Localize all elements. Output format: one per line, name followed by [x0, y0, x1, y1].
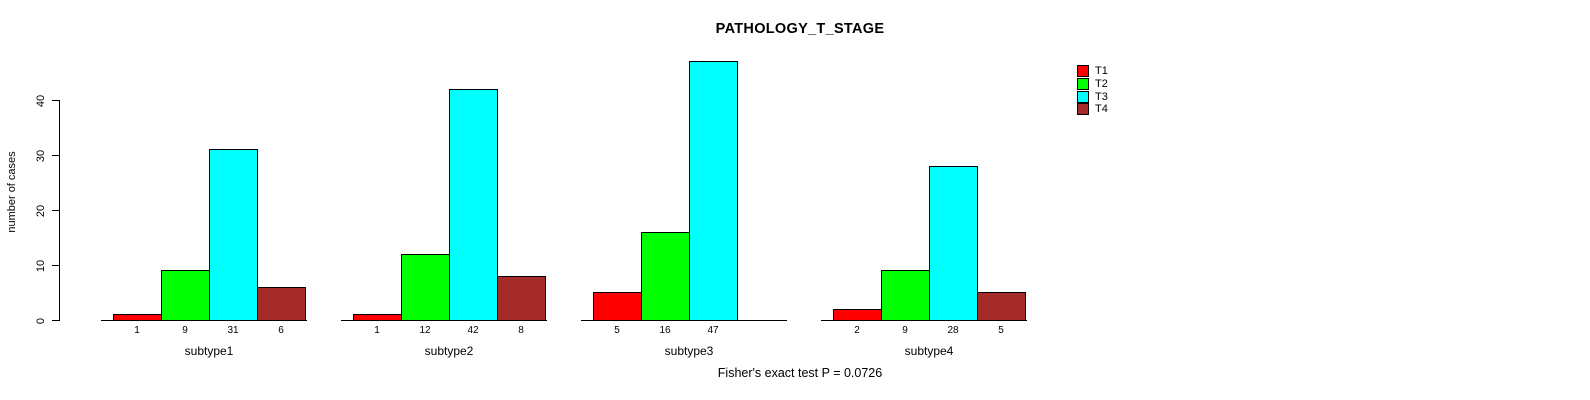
- y-axis-tick-label: 0: [35, 317, 47, 324]
- legend-item-t1: T1: [1077, 65, 1108, 78]
- y-axis-line: [59, 100, 60, 321]
- bar-value-label: 16: [659, 325, 671, 336]
- y-axis-tick: [52, 265, 59, 266]
- bar-t3-subtype4: [929, 166, 978, 321]
- bar-value-label: 42: [467, 325, 479, 336]
- bar-t1-subtype1: [113, 314, 162, 321]
- group-label-subtype4: subtype4: [904, 344, 954, 358]
- bar-value-label: 9: [182, 325, 188, 336]
- legend: T1 T2 T3 T4: [1077, 65, 1108, 116]
- legend-label: T3: [1095, 90, 1108, 103]
- bar-value-label: 1: [374, 325, 380, 336]
- y-axis-tick-label: 40: [35, 94, 47, 107]
- y-axis-tick: [52, 100, 59, 101]
- bar-value-label: 5: [614, 325, 620, 336]
- fisher-test-annotation: Fisher's exact test P = 0.0726: [717, 366, 883, 380]
- legend-item-t2: T2: [1077, 78, 1108, 91]
- bar-t2-subtype2: [401, 254, 450, 321]
- bar-t2-subtype1: [161, 270, 210, 321]
- legend-label: T4: [1095, 103, 1108, 116]
- bar-value-label: 1: [134, 325, 140, 336]
- bar-t3-subtype2: [449, 89, 498, 321]
- legend-swatch-t4: [1077, 103, 1089, 116]
- bar-t2-subtype3: [641, 232, 690, 321]
- y-axis-tick: [52, 210, 59, 211]
- y-axis-tick-label: 10: [35, 259, 47, 272]
- bar-value-label: 47: [707, 325, 719, 336]
- legend-swatch-t1: [1077, 65, 1089, 78]
- legend-label: T1: [1095, 65, 1108, 78]
- legend-item-t3: T3: [1077, 90, 1108, 103]
- bar-t3-subtype3: [689, 61, 738, 321]
- bar-t4-subtype4: [977, 292, 1026, 321]
- legend-item-t4: T4: [1077, 103, 1108, 116]
- y-axis-tick-label: 30: [35, 149, 47, 162]
- bar-t4-subtype1: [257, 287, 306, 321]
- bar-value-label: 8: [518, 325, 524, 336]
- group-label-subtype2: subtype2: [424, 344, 474, 358]
- bar-t2-subtype4: [881, 270, 930, 321]
- chart-title: PATHOLOGY_T_STAGE: [715, 21, 885, 37]
- bar-value-label: 5: [998, 325, 1004, 336]
- y-axis-tick: [52, 155, 59, 156]
- bar-value-label: 12: [419, 325, 431, 336]
- y-axis-tick-label: 20: [35, 204, 47, 217]
- bar-t1-subtype2: [353, 314, 402, 321]
- group-label-subtype3: subtype3: [664, 344, 714, 358]
- bar-value-label: 9: [902, 325, 908, 336]
- y-axis-tick: [52, 320, 59, 321]
- bar-t1-subtype4: [833, 309, 882, 321]
- bar-value-label: 2: [854, 325, 860, 336]
- bar-t1-subtype3: [593, 292, 642, 321]
- y-axis-label: number of cases: [6, 151, 18, 233]
- bar-t3-subtype1: [209, 149, 258, 321]
- bar-value-label: 6: [278, 325, 284, 336]
- legend-label: T2: [1095, 78, 1108, 91]
- bar-value-label: 31: [227, 325, 239, 336]
- bar-t4-subtype2: [497, 276, 546, 321]
- legend-swatch-t2: [1077, 78, 1089, 91]
- bar-value-label: 28: [947, 325, 959, 336]
- legend-swatch-t3: [1077, 90, 1089, 103]
- group-label-subtype1: subtype1: [184, 344, 234, 358]
